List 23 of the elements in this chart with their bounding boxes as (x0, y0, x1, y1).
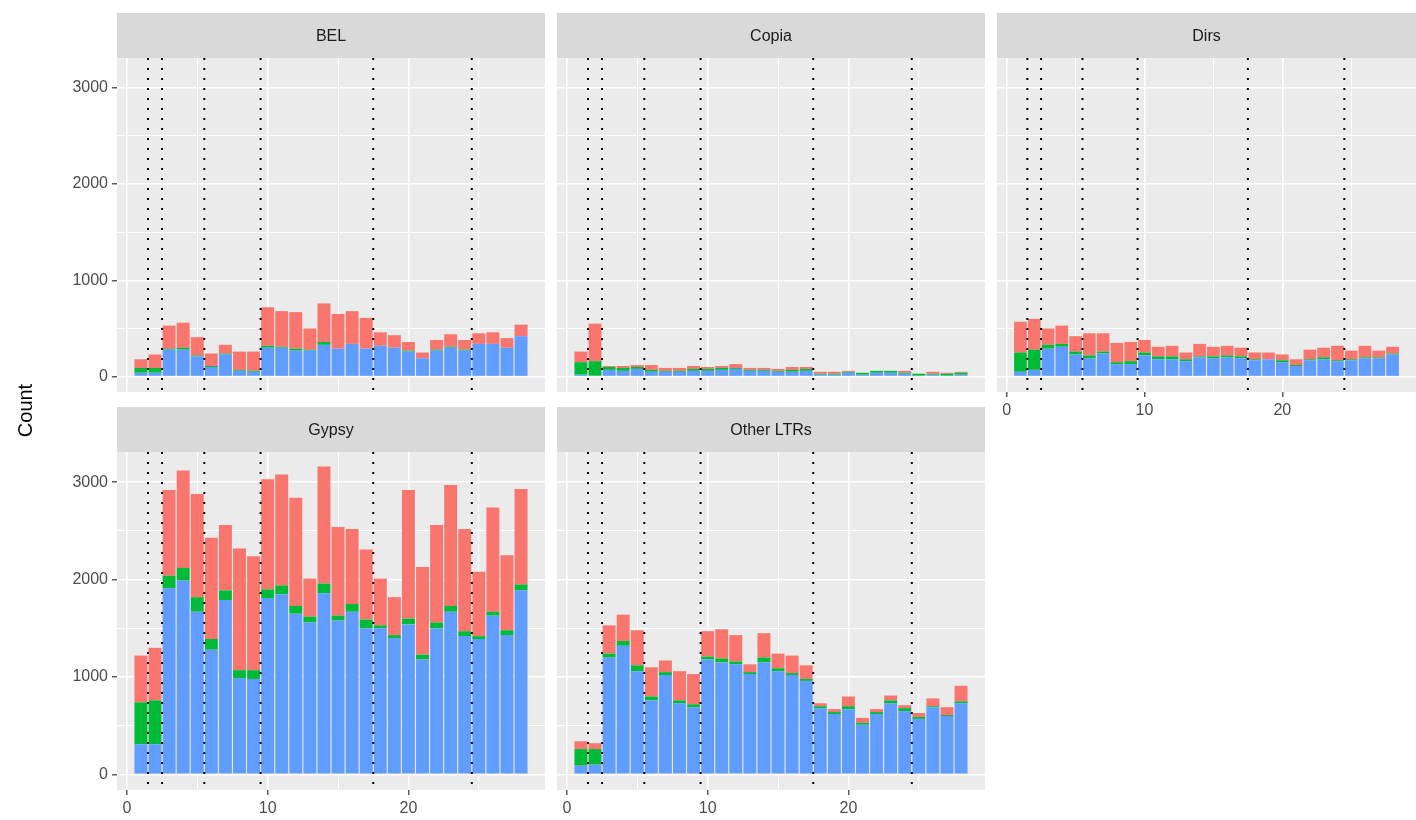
x-tick-label: 20 (839, 799, 858, 817)
y-tick-label: 3000 (72, 78, 109, 96)
y-tick-label: 0 (99, 367, 109, 385)
y-tick-label: 2000 (72, 174, 109, 192)
x-tick-label: 10 (1135, 401, 1154, 419)
y-tick-label: 2000 (72, 570, 109, 588)
y-tick-label: 3000 (72, 472, 109, 490)
y-tick-label: 1000 (72, 667, 109, 685)
chart-title: Dirs (997, 13, 1416, 58)
x-tick-label: 20 (1273, 401, 1292, 419)
y-tick-label: 1000 (72, 270, 109, 288)
chart-title: Gypsy (117, 407, 545, 452)
chart-title: BEL (117, 13, 545, 58)
x-tick-label: 0 (1002, 401, 1012, 419)
x-tick-label: 0 (562, 799, 572, 817)
x-tick-label: 0 (122, 799, 132, 817)
y-axis-title: Count (14, 383, 38, 437)
chart-title: Other LTRs (557, 407, 985, 452)
chart-title: Copia (557, 13, 985, 58)
y-tick-label: 0 (99, 764, 109, 782)
x-tick-label: 10 (258, 799, 277, 817)
x-tick-label: 20 (399, 799, 418, 817)
x-tick-label: 10 (698, 799, 717, 817)
